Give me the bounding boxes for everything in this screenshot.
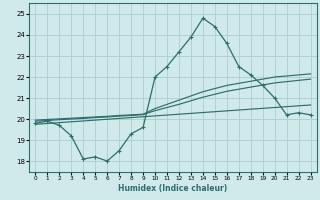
X-axis label: Humidex (Indice chaleur): Humidex (Indice chaleur) (118, 184, 228, 193)
